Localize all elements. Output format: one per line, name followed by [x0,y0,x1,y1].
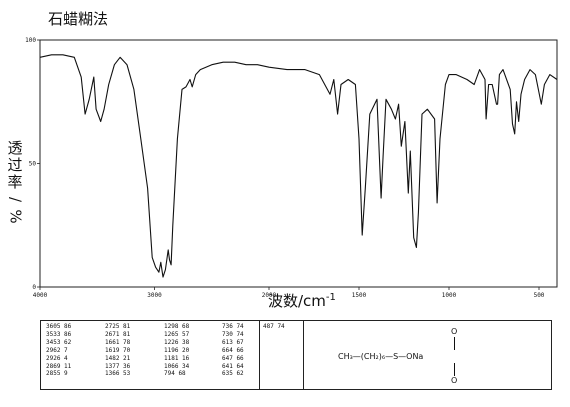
chart-title: 石蜡糊法 [48,10,109,28]
y-tick-label: 100 [25,37,36,44]
x-tick-label: 4000 [33,292,48,299]
y-tick-label: 50 [29,161,37,168]
formula-top-oxygen: O [451,327,458,336]
plot-frame [39,39,558,288]
table-divider [303,321,304,389]
structural-formula: O CH₃—(CH₂)₆—S—ONa O [330,325,550,387]
x-tick-label: 500 [534,292,545,299]
x-tick-label: 2000 [262,292,277,299]
y-axis-label-char: 透 [7,139,23,157]
formula-bottom-bond [454,363,455,376]
formula-top-bond [454,337,455,350]
x-axis-label-sup: -1 [325,292,336,303]
peak-column: 736 74 730 74 613 67 664 66 647 66 641 6… [222,323,244,378]
y-axis-label-text: 透过率 /% [4,140,26,225]
y-axis-label-char: 过 [7,156,23,174]
formula-main: CH₃—(CH₂)₆—S—ONa [338,352,424,361]
x-axis-label-text: 波数/cm [268,292,326,310]
y-tick-label: 0 [32,284,36,291]
ir-spectrum-chart: 4000 3000 2000 1500 1000 500 0 50 100 [25,37,558,299]
peak-column: 1298 68 1265 57 1226 38 1196 20 1181 16 … [164,323,190,378]
peak-table: 3605 86 3533 86 3453 62 2962 7 2926 4 28… [40,320,552,390]
x-tick-label: 3000 [147,292,162,299]
x-tick-label: 1500 [352,292,367,299]
table-divider [259,321,260,389]
peak-column: 3605 86 3533 86 3453 62 2962 7 2926 4 28… [46,323,72,378]
y-axis-label: 透过率 /% [4,140,26,225]
y-axis-label-char: 率 [7,173,23,191]
x-tick-label: 1000 [442,292,457,299]
peak-column: 487 74 [263,323,285,330]
x-axis-label: 波数/cm-1 [268,290,336,311]
formula-bottom-oxygen: O [451,376,458,385]
spectrum-line [39,54,558,278]
peak-column: 2725 81 2671 81 1661 78 1619 70 1482 21 … [105,323,131,378]
